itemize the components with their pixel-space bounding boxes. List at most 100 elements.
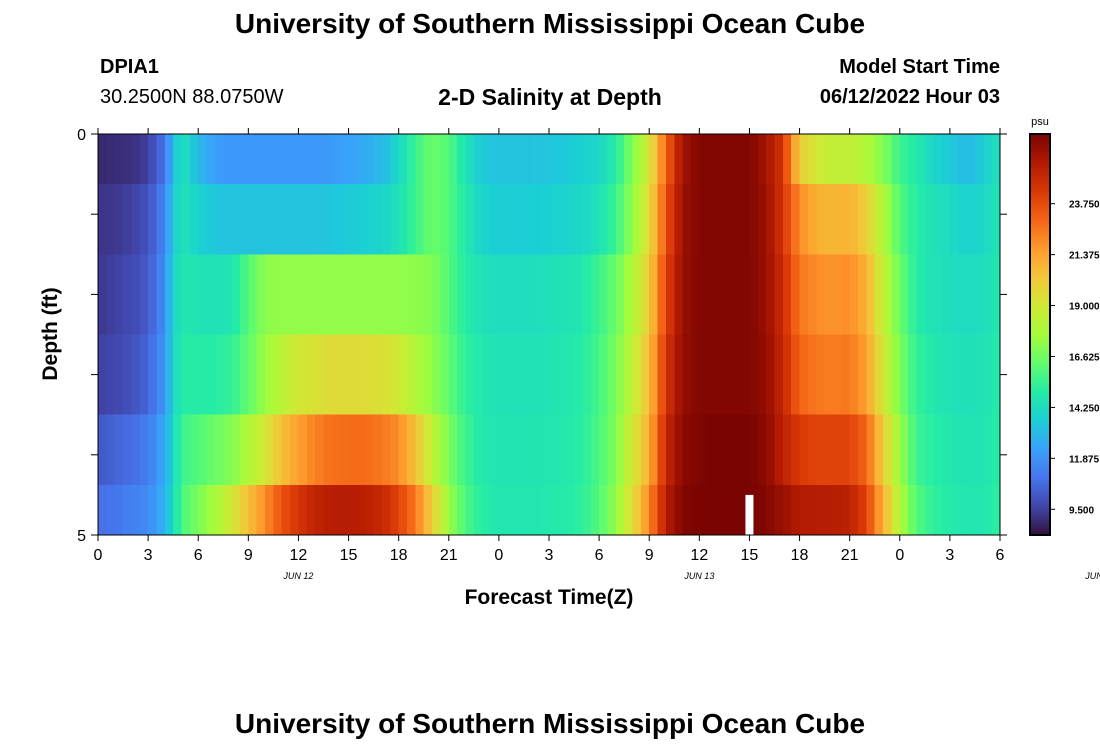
heatmap-cell: [640, 334, 650, 416]
date-label: JUN 13: [683, 571, 714, 581]
heatmap-cell: [248, 184, 258, 255]
heatmap-cell: [114, 134, 124, 185]
heatmap-cell: [741, 414, 751, 486]
heatmap-cell: [390, 134, 400, 185]
heatmap-cell: [590, 254, 600, 336]
heatmap-cell: [415, 414, 425, 486]
heatmap-cell: [916, 134, 926, 185]
heatmap-cell: [891, 254, 901, 336]
x-tick-label: 15: [741, 547, 759, 564]
heatmap-cell: [565, 134, 575, 185]
heatmap-cell: [298, 334, 308, 416]
heatmap-cell: [432, 184, 442, 255]
heatmap-cell: [966, 484, 976, 536]
heatmap-cell: [682, 334, 692, 416]
heatmap-cell: [732, 254, 742, 336]
heatmap-cell: [590, 414, 600, 486]
heatmap-cell: [908, 134, 918, 185]
heatmap-cell: [248, 414, 258, 486]
heatmap-cell: [206, 184, 216, 255]
colorbar-unit-label: psu: [1031, 116, 1049, 128]
heatmap-cell: [306, 414, 316, 486]
heatmap-cell: [782, 334, 792, 416]
heatmap-cell: [340, 414, 350, 486]
heatmap-cell: [757, 134, 767, 185]
heatmap-cell: [649, 334, 659, 416]
heatmap-cell: [256, 254, 266, 336]
heatmap-cell: [448, 254, 458, 336]
heatmap-cell: [398, 414, 408, 486]
heatmap-cell: [799, 414, 809, 486]
heatmap-cell: [231, 414, 241, 486]
y-axis-label: Depth (ft): [39, 287, 62, 380]
heatmap-cell: [749, 134, 759, 185]
heatmap-cell: [106, 134, 116, 185]
heatmap-cell: [949, 414, 959, 486]
heatmap-cell: [273, 414, 283, 486]
heatmap-cell: [123, 334, 133, 416]
heatmap-cell: [640, 484, 650, 536]
heatmap-cell: [949, 254, 959, 336]
heatmap-cell: [540, 134, 550, 185]
heatmap-cell: [423, 184, 433, 255]
heatmap-cell: [574, 254, 584, 336]
heatmap-cell: [824, 254, 834, 336]
heatmap-cell: [290, 484, 300, 536]
heatmap-cell: [523, 184, 533, 255]
heatmap-cell: [407, 134, 416, 185]
heatmap-cell: [173, 134, 183, 185]
heatmap-cell: [398, 134, 408, 185]
heatmap-cell: [690, 414, 700, 486]
heatmap-cell: [381, 254, 391, 336]
heatmap-cell: [657, 484, 667, 536]
heatmap-cell: [239, 414, 249, 486]
heatmap-cell: [407, 184, 416, 255]
heatmap-cells: [98, 134, 1001, 536]
x-tick-label: 18: [390, 547, 408, 564]
heatmap-cell: [356, 134, 366, 185]
x-tick-label: 3: [945, 547, 954, 564]
heatmap-cell: [114, 414, 124, 486]
heatmap-cell: [841, 484, 851, 536]
heatmap-cell: [265, 334, 274, 416]
heatmap-cell: [966, 134, 976, 185]
heatmap-cell: [98, 184, 107, 255]
heatmap-cell: [732, 484, 742, 536]
heatmap-cell: [582, 254, 592, 336]
heatmap-cell: [799, 184, 809, 255]
heatmap-cell: [373, 414, 383, 486]
heatmap-cell: [432, 334, 442, 416]
heatmap-cell: [665, 134, 675, 185]
heatmap-cell: [916, 184, 926, 255]
heatmap-cell: [540, 484, 550, 536]
heatmap-cell: [498, 134, 508, 185]
heatmap-cell: [899, 184, 909, 255]
heatmap-cell: [657, 134, 667, 185]
heatmap-cell: [557, 134, 567, 185]
heatmap-cell: [206, 414, 216, 486]
heatmap-cell: [465, 414, 475, 486]
heatmap-cell: [883, 484, 893, 536]
heatmap-cell: [949, 484, 959, 536]
heatmap-cell: [423, 334, 433, 416]
heatmap-cell: [515, 134, 525, 185]
heatmap-cell: [490, 184, 500, 255]
heatmap-cell: [507, 254, 517, 336]
heatmap-cell: [98, 334, 107, 416]
heatmap-cell: [473, 334, 483, 416]
heatmap-cell: [874, 134, 884, 185]
heatmap-cell: [933, 414, 943, 486]
colorbar-tick-label: 21.375: [1069, 251, 1100, 262]
heatmap-cell: [574, 184, 584, 255]
heatmap-cell: [114, 184, 124, 255]
heatmap-cell: [306, 254, 316, 336]
heatmap-cell: [515, 184, 525, 255]
heatmap-cell: [173, 184, 183, 255]
heatmap-cell: [440, 134, 450, 185]
heatmap-cell: [189, 484, 199, 536]
heatmap-cell: [123, 414, 133, 486]
heatmap-cell: [866, 184, 876, 255]
heatmap-cell: [265, 254, 274, 336]
heatmap-cell: [290, 254, 300, 336]
heatmap-cell: [239, 334, 249, 416]
